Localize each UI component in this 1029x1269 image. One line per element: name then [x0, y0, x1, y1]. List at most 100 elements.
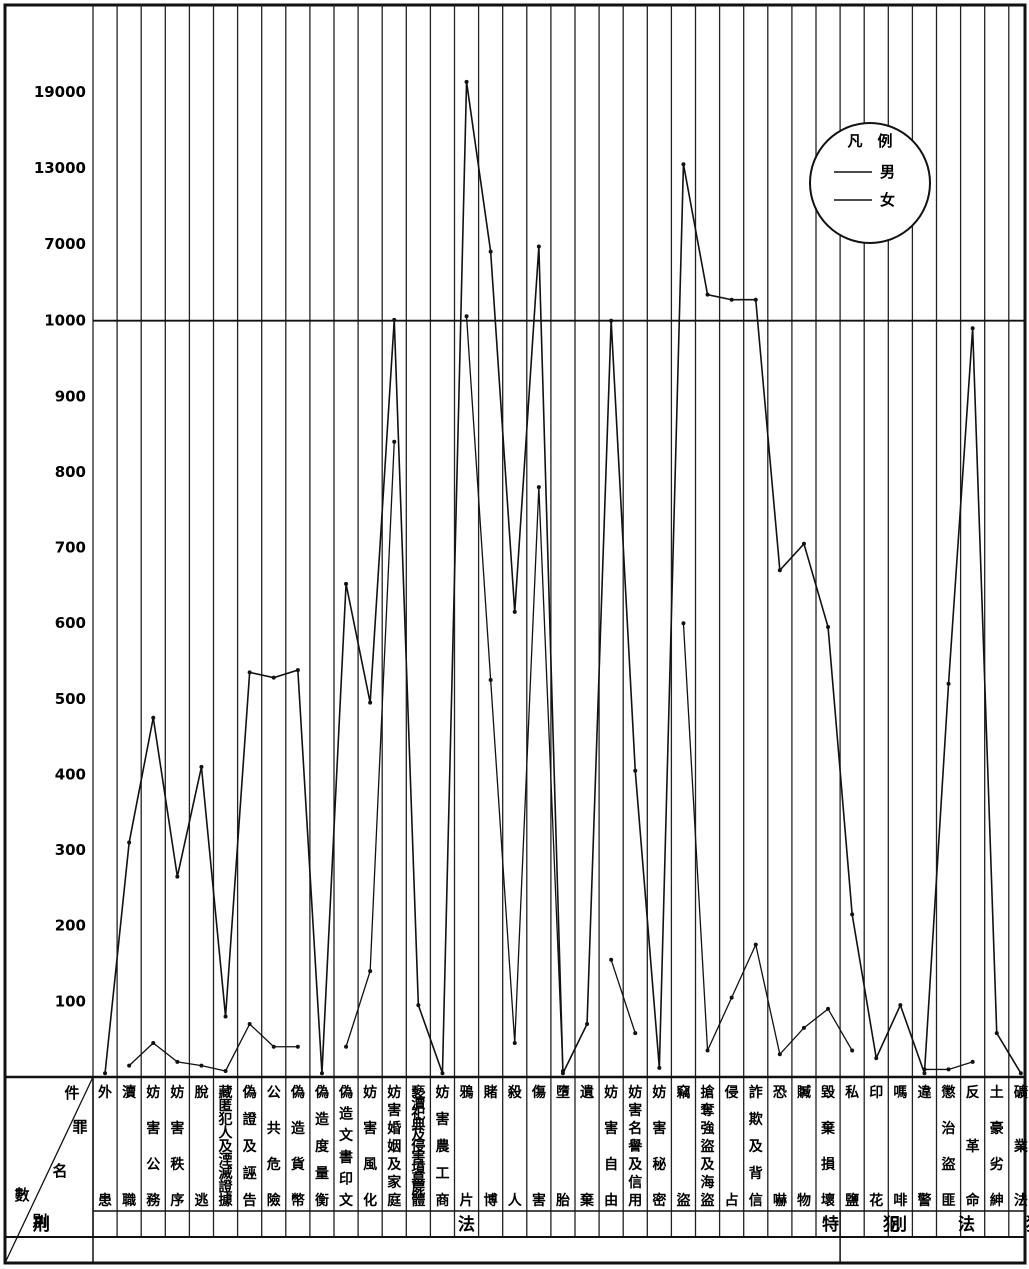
- chart-frame: [3, 3, 1027, 1265]
- category-label: 匪: [942, 1193, 956, 1209]
- category-label: 家: [387, 1174, 402, 1191]
- data-point: [127, 840, 132, 845]
- category-label: 職: [122, 1192, 136, 1209]
- category-label: 文: [339, 1127, 354, 1144]
- data-point: [536, 244, 541, 249]
- data-point: [440, 1071, 445, 1076]
- data-point: [175, 874, 180, 879]
- data-point: [127, 1063, 132, 1068]
- header-diagonal: [4, 1076, 94, 1264]
- category-label: 懲: [941, 1084, 957, 1101]
- category-label: 衡: [315, 1192, 329, 1209]
- category-label: 幣: [291, 1192, 305, 1209]
- data-point: [874, 1056, 879, 1061]
- category-label: 證: [219, 1179, 234, 1196]
- data-point: [681, 162, 686, 167]
- category-label: 害: [604, 1120, 618, 1137]
- data-point: [199, 1063, 204, 1068]
- legend-circle: [809, 122, 931, 244]
- category-label: 片: [460, 1192, 474, 1209]
- data-point: [633, 1031, 638, 1036]
- data-point: [801, 1025, 806, 1030]
- category-label: 證: [243, 1111, 258, 1128]
- data-point: [729, 297, 734, 302]
- category-label: 秘: [652, 1156, 666, 1173]
- series-line-female: [128, 1022, 298, 1072]
- category-label: 姻: [387, 1138, 401, 1155]
- legend-title: 凡 例: [847, 132, 892, 150]
- category-label: 土: [990, 1084, 1004, 1101]
- data-point: [609, 318, 614, 323]
- category-label: 海: [701, 1174, 715, 1191]
- y-tick-label: 500: [55, 690, 86, 708]
- category-label: 治: [942, 1120, 956, 1137]
- category-label: 外: [98, 1084, 112, 1101]
- category-label: 瀆: [122, 1084, 136, 1101]
- category-label: 反: [966, 1084, 980, 1101]
- category-label: 殺: [507, 1084, 523, 1101]
- category-label: 礦: [1014, 1084, 1028, 1101]
- category-label: 墓: [410, 1170, 426, 1187]
- category-label: 侵: [724, 1084, 739, 1101]
- data-point: [392, 317, 397, 322]
- category-label: 害: [628, 1102, 642, 1119]
- category-label: 竊: [676, 1084, 690, 1101]
- category-label: 度: [315, 1138, 330, 1155]
- category-label: 鹽: [845, 1192, 859, 1209]
- category-table: 外患瀆職妨害公務妨害秩序脫逃藏匿犯人及湮滅證據偽證及誣告公共危險偽造貨幣偽造度量…: [14, 1084, 1029, 1235]
- data-point: [368, 700, 373, 705]
- category-label: 造: [291, 1120, 305, 1137]
- category-label: 患: [98, 1192, 112, 1209]
- data-point: [922, 1067, 927, 1072]
- category-label: 譽: [627, 1138, 643, 1155]
- data-point: [850, 912, 855, 917]
- category-label: 侵: [410, 1138, 425, 1155]
- category-label: 偽: [314, 1084, 329, 1101]
- category-label: 序: [170, 1192, 184, 1209]
- data-point: [657, 1065, 662, 1070]
- category-label: 及: [701, 1157, 716, 1173]
- category-label: 信: [749, 1192, 763, 1209]
- category-label: 占: [725, 1192, 739, 1209]
- y-axis: 100 200 300 400 500 600 700 800 900 1000 7000 13000…: [34, 83, 86, 1010]
- data-point: [994, 1031, 999, 1036]
- data-point: [319, 1071, 324, 1076]
- data-point: [392, 439, 397, 444]
- data-point: [464, 79, 469, 84]
- category-label: 及: [628, 1157, 643, 1173]
- category-label: 印: [869, 1084, 883, 1101]
- data-point: [898, 1003, 903, 1008]
- category-label: 湮: [219, 1152, 233, 1169]
- data-point: [681, 621, 686, 626]
- category-label: 險: [267, 1192, 281, 1209]
- y-tick-label: 800: [55, 463, 86, 481]
- category-label: 偽: [290, 1084, 305, 1101]
- category-label: 誣: [243, 1165, 257, 1182]
- data-point: [826, 625, 831, 630]
- y-tick-label: 7000: [44, 235, 86, 253]
- category-label: 妨: [386, 1084, 401, 1101]
- category-label: 嗎: [893, 1085, 907, 1101]
- category-label: 盜: [701, 1192, 716, 1209]
- category-label: 貨: [290, 1156, 305, 1173]
- category-label: 及: [411, 1128, 426, 1144]
- category-label: 書: [339, 1149, 353, 1166]
- category-label: 物: [797, 1192, 811, 1209]
- group-label-criminal-law: 刑 法 犯: [33, 1214, 900, 1235]
- category-label: 公: [267, 1085, 281, 1101]
- data-point: [850, 1048, 855, 1053]
- category-label: 欺: [749, 1111, 763, 1128]
- data-point: [199, 764, 204, 769]
- category-label: 搶: [701, 1084, 715, 1101]
- category-label: 害: [363, 1120, 377, 1137]
- category-label: 賭: [484, 1084, 498, 1101]
- data-point: [560, 1068, 565, 1073]
- category-label: 偽: [242, 1084, 257, 1101]
- y-tick-label: 700: [55, 539, 86, 557]
- y-tick-label: 19000: [34, 83, 86, 101]
- data-point: [175, 1059, 180, 1064]
- data-point: [753, 297, 758, 302]
- data-point: [729, 995, 734, 1000]
- category-label: 啡: [893, 1192, 907, 1209]
- y-tick-label: 400: [55, 765, 86, 783]
